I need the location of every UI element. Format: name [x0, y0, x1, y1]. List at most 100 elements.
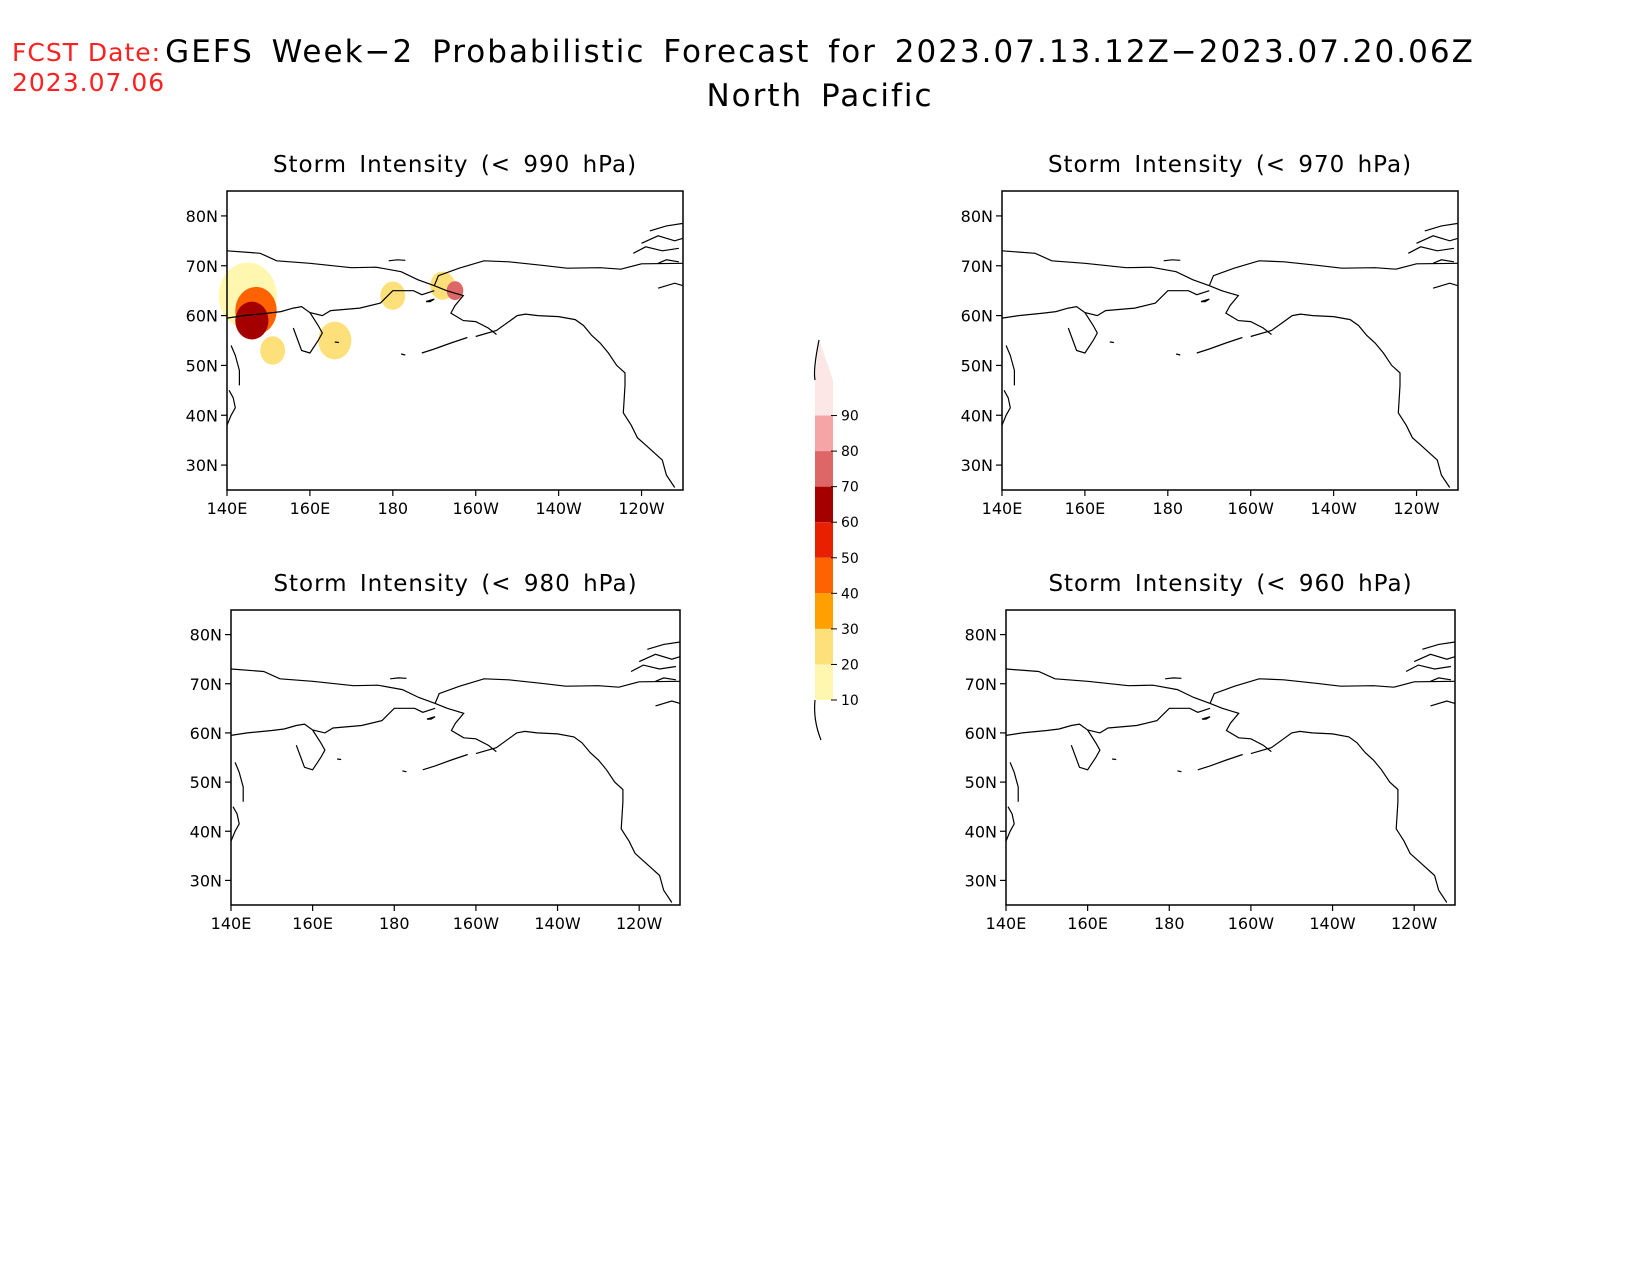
x-tick-label: 140W [534, 914, 581, 933]
x-tick-label: 120W [1393, 499, 1440, 518]
coastline [400, 353, 406, 356]
y-tick-label: 60N [965, 724, 997, 743]
y-tick-label: 60N [190, 724, 222, 743]
colorbar-swatch [815, 522, 833, 558]
coastline [655, 677, 676, 682]
y-tick-label: 80N [965, 626, 997, 645]
y-tick-label: 50N [186, 356, 218, 375]
coastline [234, 762, 244, 802]
probability-area [380, 281, 406, 310]
coastline [422, 753, 468, 771]
coastline [1209, 285, 1272, 335]
coastline [475, 730, 673, 903]
panel-title: Storm Intensity (< 970 hPa) [1048, 152, 1412, 178]
y-tick-label: 60N [961, 307, 993, 326]
coastline [649, 222, 684, 232]
probability-area [260, 336, 286, 365]
coastline [1163, 259, 1181, 262]
colorbar-top-edge [813, 339, 820, 381]
panel-title: Storm Intensity (< 960 hPa) [1048, 571, 1412, 597]
coastline [337, 758, 342, 761]
forecast-date-block: FCST Date: 2023.07.06 [12, 38, 165, 98]
probability-area [446, 281, 464, 301]
x-tick-label: 120W [616, 914, 663, 933]
colorbar: 10 20 30 40 50 60 70 80 90 [813, 339, 859, 741]
colorbar-swatch [815, 593, 833, 629]
coastline [1197, 753, 1243, 771]
y-tick-label: 40N [965, 822, 997, 841]
coastline [230, 668, 436, 704]
coastline [1250, 730, 1448, 903]
map-panel-top-left: Storm Intensity (< 990 hPa) 140E 160E 180 16… [186, 152, 684, 518]
y-tick-label: 50N [190, 773, 222, 792]
colorbar-swatch [815, 557, 833, 594]
x-tick-label: 180 [378, 499, 409, 518]
x-tick-label: 140W [1310, 499, 1357, 518]
colorbar-top-cap [815, 340, 833, 380]
coastline [434, 702, 497, 753]
coastline [433, 260, 684, 286]
colorbar-label: 70 [841, 480, 859, 496]
y-tick-label: 80N [186, 207, 218, 226]
coastline [292, 312, 323, 354]
y-tick-label: 70N [965, 675, 997, 694]
colorbar-label: 90 [841, 409, 859, 425]
x-tick-label: 140E [986, 914, 1027, 933]
coastline [388, 259, 406, 262]
y-tick-label: 50N [961, 356, 993, 375]
colorbar-swatch [815, 380, 833, 416]
colorbar-label: 40 [841, 586, 859, 602]
coastline [1209, 678, 1456, 704]
coastline [1196, 336, 1243, 354]
y-tick-label: 70N [186, 257, 218, 276]
coastline [1413, 653, 1456, 663]
colorbar-swatch [815, 451, 833, 487]
coastline [1009, 762, 1019, 802]
coastline [226, 390, 236, 426]
x-tick-label: 180 [1154, 914, 1185, 933]
y-tick-label: 30N [965, 871, 997, 890]
map-panel-bottom-right: Storm Intensity (< 960 hPa) 140E 160E 180 16… [965, 571, 1456, 933]
coastline [1005, 345, 1015, 386]
coastline [1005, 806, 1015, 842]
x-tick-label: 160E [290, 499, 331, 518]
page-title: GEFS Week−2 Probabilistic Forecast for 2… [165, 34, 1475, 70]
colorbar-label: 20 [841, 657, 859, 673]
coastline [638, 653, 681, 663]
y-tick-label: 50N [965, 773, 997, 792]
coastline [1416, 235, 1459, 244]
coastline [1001, 250, 1210, 287]
x-tick-label: 120W [1391, 914, 1438, 933]
coastline [426, 716, 436, 720]
coastline [1408, 246, 1454, 254]
map-frame [230, 609, 681, 906]
coastline [295, 729, 326, 771]
x-tick-label: 160W [453, 499, 500, 518]
x-tick-label: 180 [379, 914, 410, 933]
colorbar-label: 30 [841, 622, 859, 638]
coastline [1432, 282, 1459, 289]
coastline [641, 235, 684, 244]
y-tick-label: 40N [190, 822, 222, 841]
colorbar-swatch [815, 664, 833, 700]
coastline [402, 770, 407, 773]
coastline [421, 336, 468, 354]
y-tick-label: 30N [961, 456, 993, 475]
coastline [1177, 770, 1182, 773]
colorbar-swatch [815, 486, 833, 523]
map-panel-top-right: Storm Intensity (< 970 hPa) 140E 160E 180 16… [961, 152, 1459, 518]
x-tick-label: 120W [618, 499, 665, 518]
y-tick-label: 80N [190, 626, 222, 645]
coastline [1250, 313, 1451, 488]
region-subtitle: North Pacific [706, 78, 934, 114]
coastline [655, 700, 681, 707]
coastline [1208, 260, 1459, 286]
x-tick-label: 140E [982, 499, 1023, 518]
coastline [226, 290, 435, 319]
coastline [1209, 702, 1272, 753]
main-title-block: GEFS Week−2 Probabilistic Forecast for 2… [150, 30, 1490, 118]
colorbar-swatch [815, 415, 833, 452]
coastline [1005, 668, 1211, 704]
map-frame [226, 190, 684, 491]
